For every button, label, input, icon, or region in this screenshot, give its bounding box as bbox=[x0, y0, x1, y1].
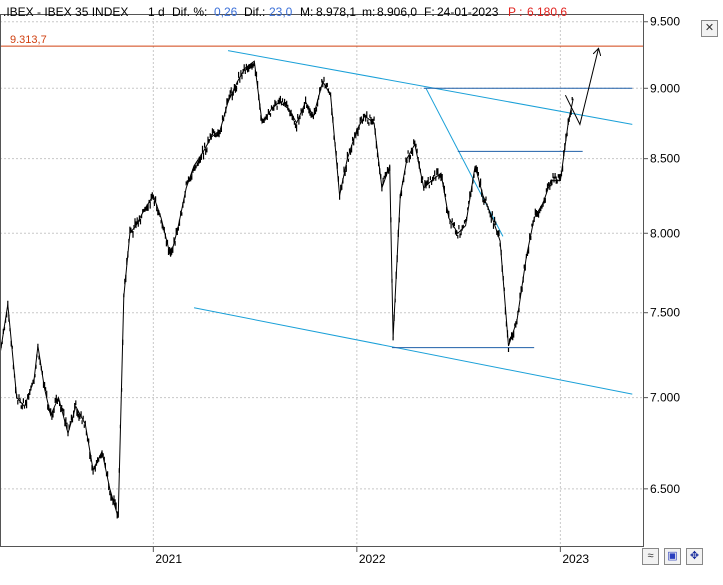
overlays bbox=[0, 45, 644, 395]
header-dif-pct-value: 0,26 bbox=[214, 5, 238, 19]
header-min-value: 8.906,0 bbox=[377, 5, 417, 19]
y-axis: 6.500 7.000 7.500 8.000 8.500 9.000 9.500 bbox=[644, 15, 680, 496]
header-dif-value: 23,0 bbox=[269, 5, 293, 19]
y-tick-label: 7.000 bbox=[650, 391, 680, 405]
x-tick-label: 2022 bbox=[359, 552, 386, 566]
x-tick-label: 2021 bbox=[155, 552, 182, 566]
price-series bbox=[0, 60, 574, 519]
header-p-label: P : bbox=[508, 5, 522, 19]
x-axis: 2021 2022 2023 bbox=[152, 547, 589, 566]
y-tick-label: 8.000 bbox=[650, 226, 680, 240]
header-max-value: 8.978,1 bbox=[316, 5, 356, 19]
floppy-save-icon[interactable]: ▣ bbox=[664, 548, 681, 565]
trendline bbox=[227, 50, 633, 125]
grid bbox=[0, 14, 644, 547]
crossed-arrows-icon[interactable]: ✥ bbox=[686, 548, 703, 565]
y-tick-label: 7.500 bbox=[650, 306, 680, 320]
header-min-label: m: bbox=[362, 5, 375, 19]
header-max-label: M: bbox=[300, 5, 313, 19]
header-p-value: 6.180,6 bbox=[527, 5, 567, 19]
svg-text:.IBEX - IBEX 35 INDEX 1: .IBEX - IBEX 35 INDEX 1 d Dif. %: 0,26 D… bbox=[3, 5, 567, 19]
header-period: 1 d bbox=[148, 5, 165, 19]
projection-arrow bbox=[564, 49, 598, 126]
y-tick-label: 8.500 bbox=[650, 152, 680, 166]
header-date-label: F: bbox=[424, 5, 435, 19]
header-ticker: .IBEX - IBEX 35 INDEX bbox=[3, 5, 128, 19]
trendline bbox=[193, 307, 633, 395]
y-tick-label: 9.500 bbox=[650, 15, 680, 29]
plot-frame bbox=[0, 14, 644, 547]
header-dif-label: Dif.: bbox=[244, 5, 265, 19]
close-box-icon[interactable]: ✕ bbox=[701, 20, 718, 37]
resistance-label: 9.313,7 bbox=[10, 34, 47, 46]
wave-icon[interactable]: ≈ bbox=[642, 548, 659, 565]
y-tick-label: 6.500 bbox=[650, 482, 680, 496]
header-date-value: 24-01-2023 bbox=[437, 5, 499, 19]
price-line bbox=[0, 60, 574, 518]
chart-header: .IBEX - IBEX 35 INDEX 1 d Dif. %: 0,26 D… bbox=[3, 5, 567, 19]
x-tick-label: 2023 bbox=[562, 552, 589, 566]
header-dif-pct-label: Dif. %: bbox=[172, 5, 207, 19]
y-tick-label: 9.000 bbox=[650, 81, 680, 95]
